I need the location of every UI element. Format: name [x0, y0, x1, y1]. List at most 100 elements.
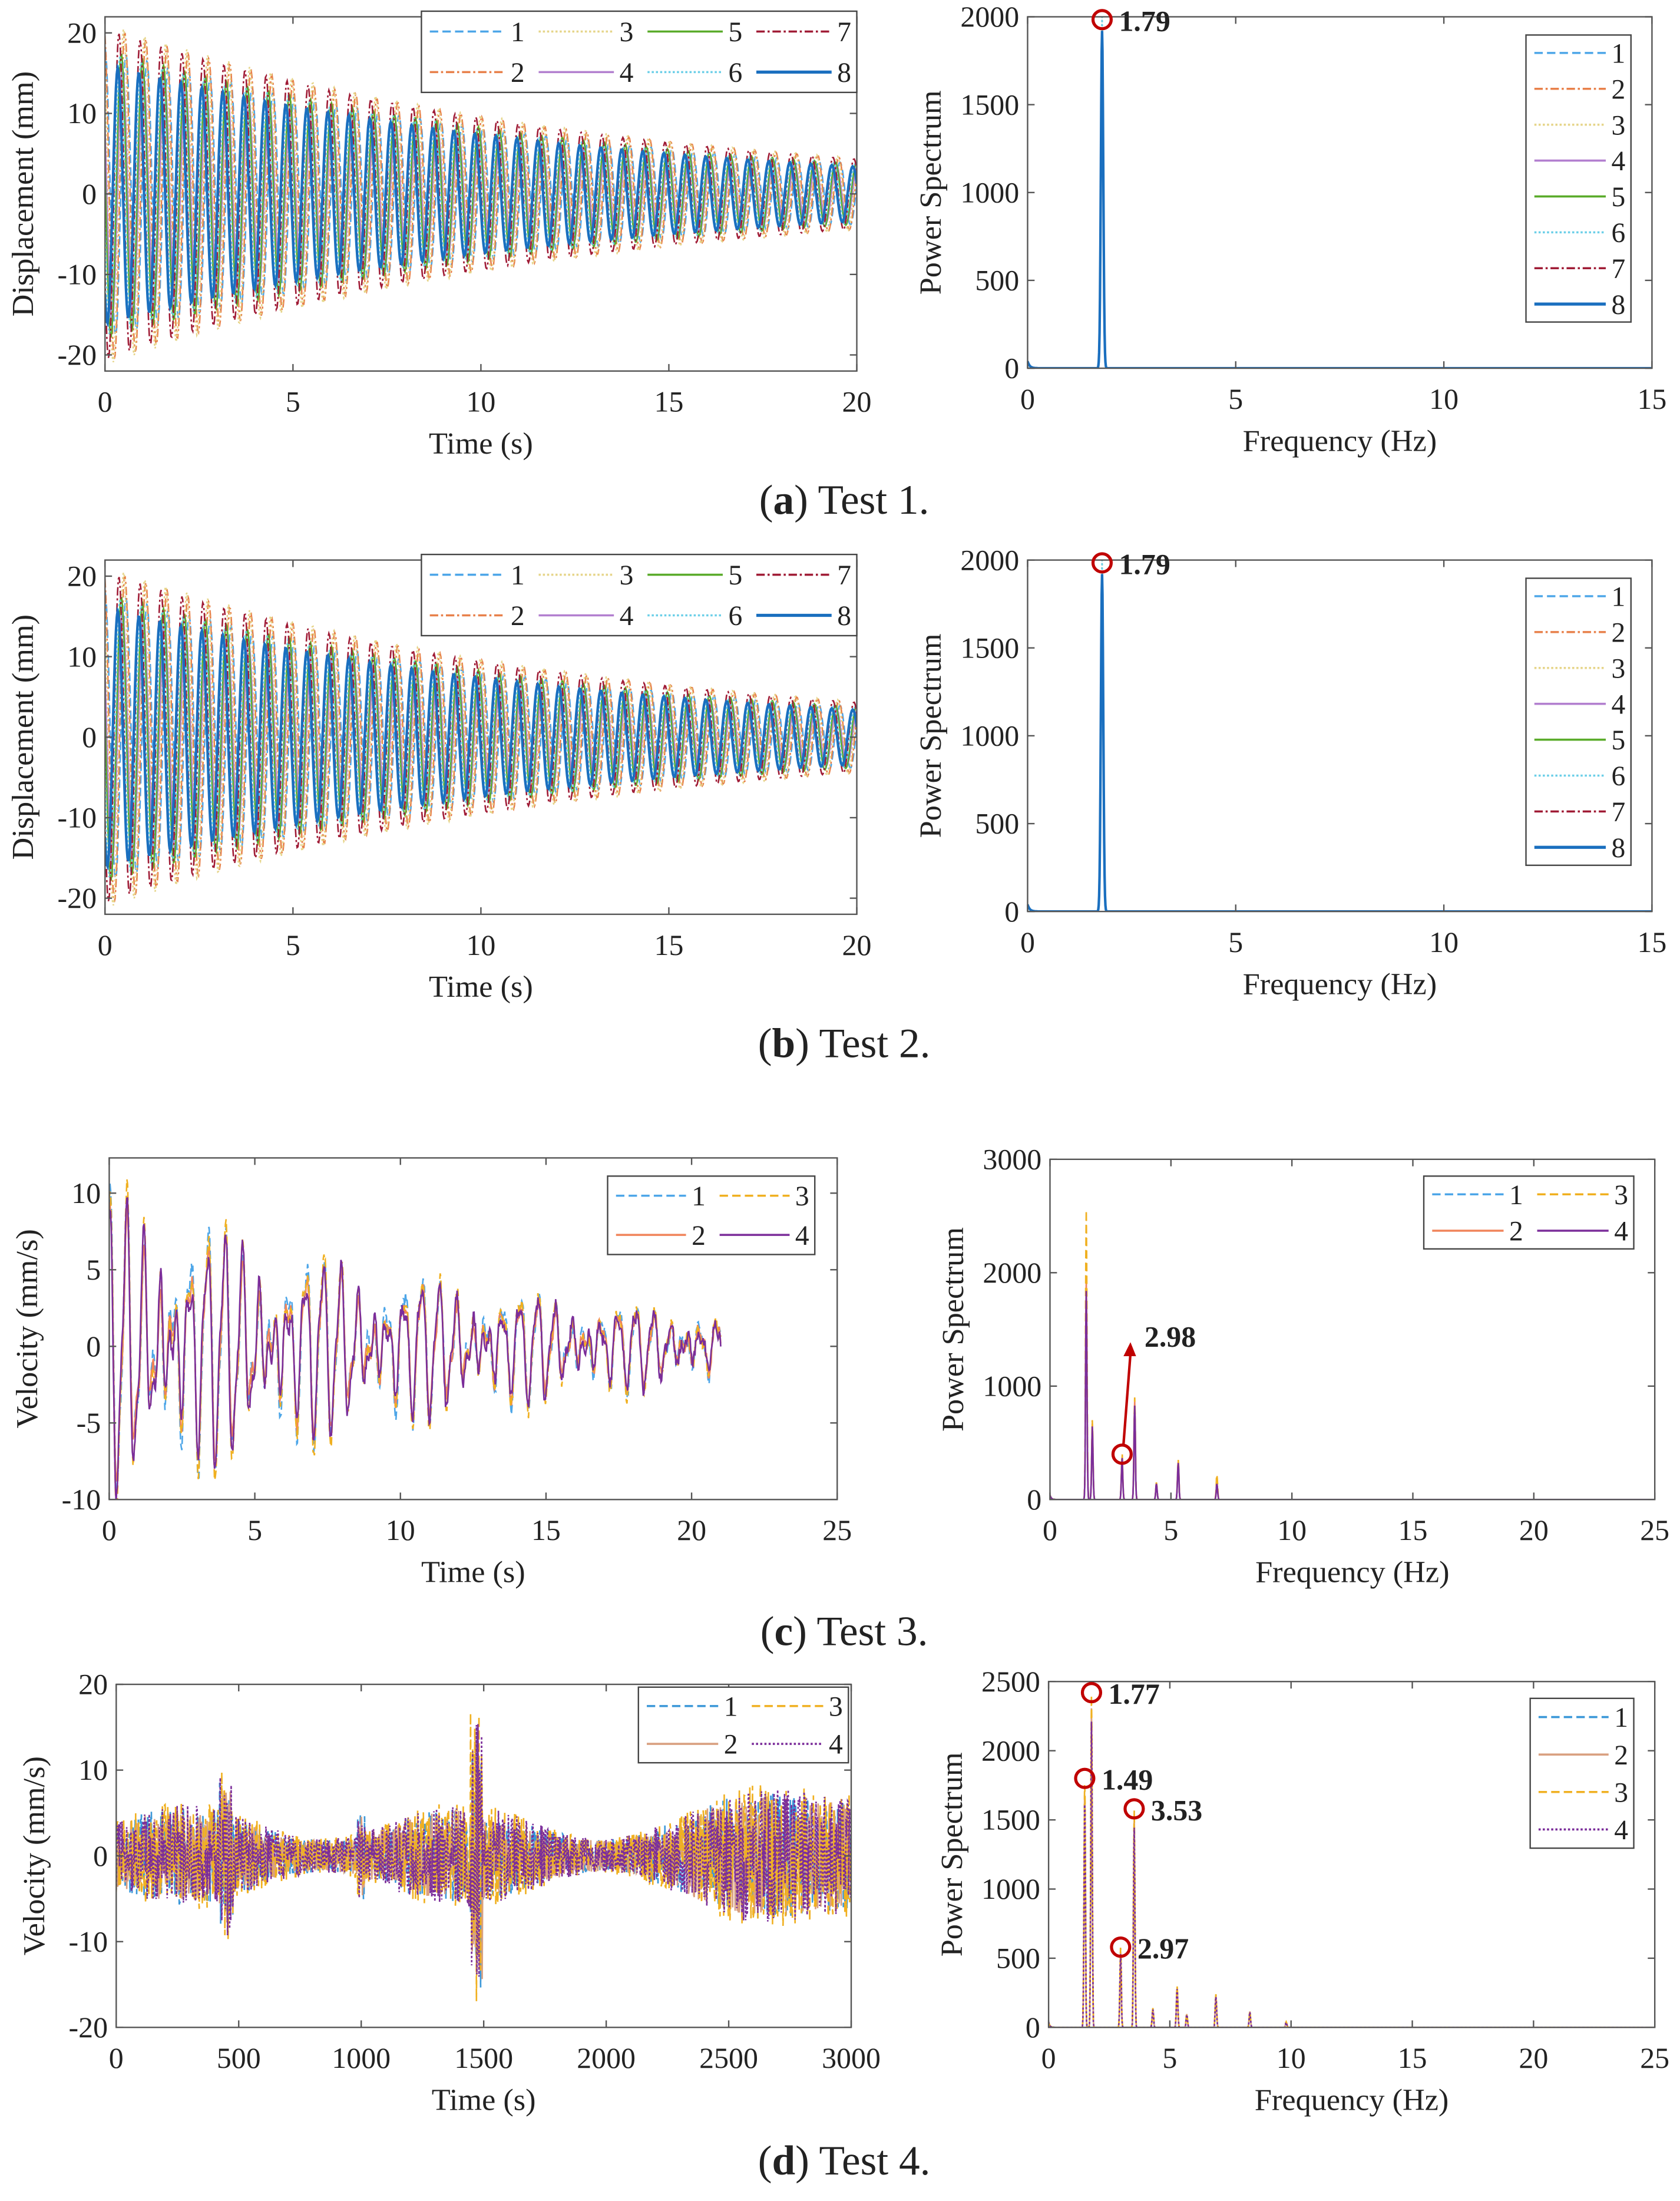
y-tick-label: 10 [67, 640, 97, 673]
y-tick-label: 500 [975, 808, 1019, 840]
caption-paren: ) [794, 477, 808, 523]
legend-label: 4 [620, 601, 634, 632]
legend-label: 5 [728, 560, 742, 591]
x-tick-label: 0 [102, 1514, 117, 1546]
y-tick-label: 1000 [960, 720, 1019, 752]
y-tick-label: 1500 [960, 88, 1019, 121]
peak-label: 2.98 [1145, 1320, 1196, 1353]
legend: 1 2 3 4 [1423, 1175, 1635, 1250]
plot-area [116, 1713, 852, 2001]
legend: 1 2 3 4 5 6 7 8 [1525, 34, 1632, 323]
y-tick-label: 0 [82, 178, 97, 210]
legend: 1 2 3 4 [1529, 1697, 1635, 1849]
legend-label: 8 [1612, 290, 1626, 320]
x-tick-label: 20 [1519, 1514, 1549, 1546]
legend-item-2: 2 [1534, 74, 1625, 105]
x-tick-label: 25 [822, 1514, 852, 1546]
legend-label: 6 [1612, 761, 1626, 792]
x-tick-label: 10 [386, 1514, 415, 1546]
chart-c-right: 0 5 10 15 20 25 0 1000 2000 3000 Frequency (Hz) Pow… [936, 1143, 1669, 1589]
legend-label: 2 [1509, 1217, 1523, 1247]
legend-item-8: 8 [1534, 290, 1626, 320]
legend-label: 8 [837, 601, 851, 632]
x-tick-label: 500 [217, 2042, 261, 2074]
legend-box [1529, 1697, 1635, 1849]
legend-label: 3 [829, 1692, 843, 1723]
y-tick-label: 500 [996, 1942, 1040, 1975]
y-tick-label: 10 [67, 97, 97, 130]
x-tick-label: 25 [1640, 2042, 1669, 2074]
x-tick-label: 10 [1276, 2042, 1306, 2074]
legend-item-3: 3 [1537, 1180, 1628, 1211]
y-tick-label: 0 [1004, 895, 1019, 928]
legend-item-4: 4 [752, 1730, 843, 1760]
peak-annotation: 1.79 [1091, 548, 1170, 580]
x-axis-label: Frequency (Hz) [1243, 424, 1437, 458]
caption-paren: ) [795, 2137, 809, 2184]
legend-label: 5 [728, 17, 742, 48]
y-tick-label: -10 [62, 1483, 101, 1516]
y-tick-label: 10 [78, 1754, 108, 1786]
series-line-7 [105, 34, 857, 358]
legend-item-4: 4 [1537, 1217, 1628, 1247]
x-tick-label: 10 [1429, 926, 1459, 959]
legend-item-6: 6 [1534, 218, 1625, 249]
legend-label: 4 [1612, 146, 1626, 177]
series-line-5 [105, 597, 857, 881]
legend-item-1: 1 [429, 560, 525, 591]
legend-label: 1 [1612, 39, 1626, 70]
y-axis-label: Velocity (mm/s) [10, 1229, 44, 1428]
legend-item-4: 4 [1534, 146, 1626, 177]
axes-frame [1047, 1681, 1656, 2028]
legend-box [1525, 577, 1632, 866]
caption-text: Test 1. [808, 477, 930, 523]
legend-item-3: 3 [538, 17, 633, 48]
x-axis-label: Time (s) [429, 427, 533, 461]
x-tick-label: 5 [1162, 2042, 1177, 2074]
arrow-line [1122, 1353, 1132, 1445]
legend-label: 2 [511, 601, 525, 632]
caption-b: (b) Test 2. [758, 1020, 931, 1066]
y-tick-label: 3000 [983, 1143, 1041, 1175]
plot-area [105, 572, 857, 906]
x-tick-label: 0 [98, 386, 113, 418]
caption-letter: d [772, 2137, 796, 2184]
y-tick-label: 1500 [960, 632, 1019, 664]
caption-paren: ( [758, 2137, 772, 2184]
plot-area [105, 29, 857, 362]
x-axis-label: Frequency (Hz) [1243, 967, 1437, 1001]
x-tick-label: 0 [98, 929, 113, 961]
x-tick-label: 15 [1637, 926, 1666, 959]
legend-item-1: 1 [647, 1692, 738, 1723]
peak-circle [1080, 1682, 1103, 1704]
caption-text: Test 3. [807, 1608, 928, 1654]
series-line-8 [105, 606, 857, 871]
series-line-5 [105, 53, 857, 338]
y-tick-label: 0 [86, 1330, 101, 1363]
series-line-3 [105, 572, 857, 906]
x-tick-label: 0 [1020, 383, 1035, 415]
legend-label: 7 [1612, 797, 1626, 828]
x-tick-label: 0 [1043, 1514, 1057, 1546]
legend-item-4: 4 [538, 58, 634, 88]
series-line-7 [105, 577, 857, 901]
legend-label: 3 [795, 1181, 809, 1212]
x-tick-label: 20 [677, 1514, 706, 1546]
legend-label: 4 [1614, 1815, 1628, 1846]
legend-label: 7 [837, 17, 851, 48]
y-axis-label: Power Spectrum [935, 1752, 969, 1957]
x-tick-label: 10 [1429, 383, 1459, 415]
legend-label: 1 [511, 560, 525, 591]
x-tick-label: 15 [1398, 1514, 1428, 1546]
y-tick-label: 2000 [983, 1257, 1041, 1289]
peak-annotation: 2.98 [1111, 1320, 1196, 1465]
legend-box [1423, 1175, 1635, 1250]
y-axis-label: Displacement (mm) [6, 71, 40, 317]
legend-label: 4 [1614, 1217, 1628, 1247]
y-axis-label: Displacement (mm) [6, 614, 40, 860]
caption-letter: c [775, 1608, 793, 1654]
legend-item-2: 2 [1538, 1740, 1628, 1771]
y-tick-label: -10 [58, 802, 97, 834]
